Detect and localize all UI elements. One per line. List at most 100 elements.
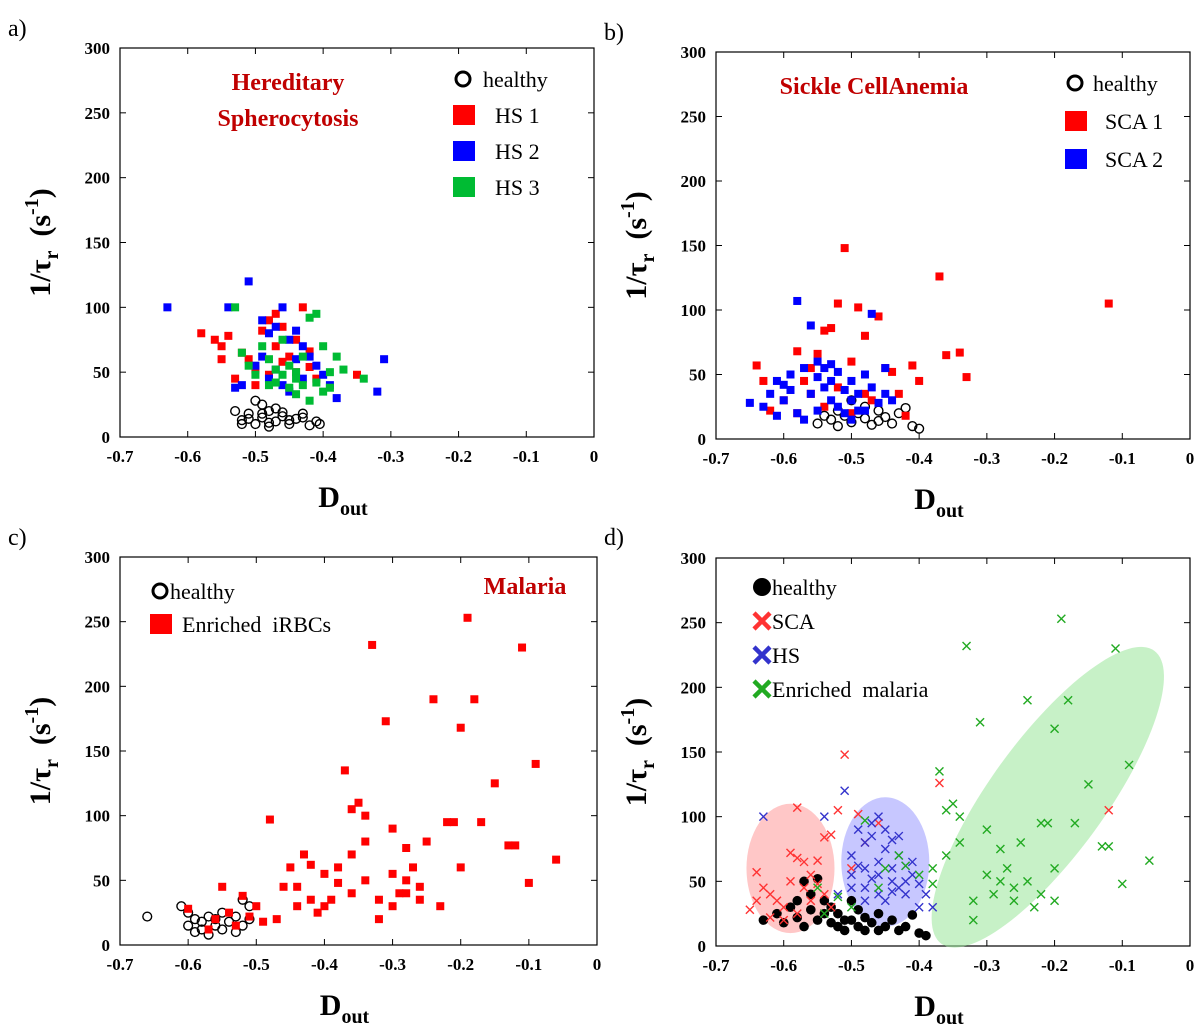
data-point [347,889,356,898]
data-point [1083,779,1093,789]
data-point [880,411,891,423]
data-point [1063,695,1073,705]
data-point [915,376,924,385]
y-tick-label: 200 [85,677,111,696]
data-point [907,910,918,920]
data-point [184,904,193,913]
data-point [819,812,829,822]
y-tick-label: 150 [681,743,707,762]
data-point [806,870,816,880]
data-point [1124,760,1134,770]
legend-label: healthy [170,579,235,604]
data-point [292,326,301,335]
y-axis-title-unit-close: ) [620,698,653,708]
data-point [231,921,240,930]
data-point [908,361,917,370]
data-point [422,837,431,846]
data-point [297,412,308,423]
legend-entry: HS 2 [453,139,540,164]
data-point [995,844,1005,854]
data-point [989,889,999,899]
data-point [251,381,260,390]
data-point [305,313,314,322]
data-point [1029,902,1039,912]
data-point [231,383,240,392]
data-point [860,912,870,923]
data-point [312,378,321,387]
y-axis-title-sub: r [41,251,63,260]
data-point [257,399,268,410]
data-point [832,421,843,432]
data-point [813,406,822,415]
y-axis-title-unit-close: ) [24,188,57,198]
data-point [914,870,924,880]
data-point [374,915,383,924]
data-point [860,925,870,936]
y-tick-label: 200 [85,169,111,188]
data-point [305,362,314,371]
data-point [402,844,411,852]
data-point [1022,695,1032,705]
legend-entry: HS [752,643,800,668]
legend-marker [453,177,475,197]
data-point [765,889,775,899]
data-point [1036,889,1046,899]
y-tick-label: 0 [698,937,707,956]
data-point [792,895,803,906]
data-point [786,385,795,394]
y-axis-title-main: 1/τ [620,769,653,806]
panel-c: -0.7 -0.6 -0.5 -0.4 -0.3 -0.2 -0.1 0 0 50 100 150 20… [8,525,601,1024]
data-point [874,883,884,893]
data-point [436,902,445,911]
legend-label: SCA 2 [1105,147,1163,172]
x-tick-label: -0.2 [1041,956,1068,975]
data-point [353,370,361,379]
data-point [299,850,308,859]
data-point [812,915,823,925]
data-point [934,778,944,788]
data-point [881,389,890,398]
data-point [374,895,383,904]
data-point [380,355,389,364]
chart-annotation: Malaria [484,574,567,600]
data-point [230,405,241,417]
data-point [293,882,302,891]
data-point [334,878,343,887]
data-point [792,853,802,863]
data-point [887,876,897,886]
data-point [813,879,823,889]
data-point [250,418,261,430]
data-point [373,387,382,396]
panel-label: a) [8,16,27,42]
data-point [211,915,220,924]
data-point [313,908,322,917]
data-point [1104,805,1114,815]
data-point [901,411,910,420]
chart-annotation: Spherocytosis [218,106,359,132]
data-point [183,920,194,931]
data-point [251,370,260,379]
data-point [752,896,762,906]
panel-a: -0.7 -0.6 -0.5 -0.4 -0.3 -0.2 -0.1 0 0 50 100 150 20… [8,16,598,520]
data-point [409,863,418,872]
data-point [332,352,341,361]
data-point [244,361,253,370]
data-point [867,309,876,318]
data-point [860,370,869,379]
data-point [793,296,802,305]
data-point [867,396,876,405]
data-point [292,355,301,364]
legend-entry: healthy [753,575,837,600]
panel-label: c) [8,525,27,551]
data-point [846,902,856,912]
data-point [820,326,829,335]
x-tick-label: -0.2 [445,447,472,466]
x-axis-title-main: D [914,990,936,1023]
data-point [900,921,911,932]
y-axis-title: 1/τr (s-1) [617,698,659,806]
legend-entry: SCA [752,609,815,634]
data-point [799,876,809,887]
y-tick-label: 0 [698,430,707,449]
data-point [298,303,307,312]
legend-label: HS 2 [495,139,540,164]
